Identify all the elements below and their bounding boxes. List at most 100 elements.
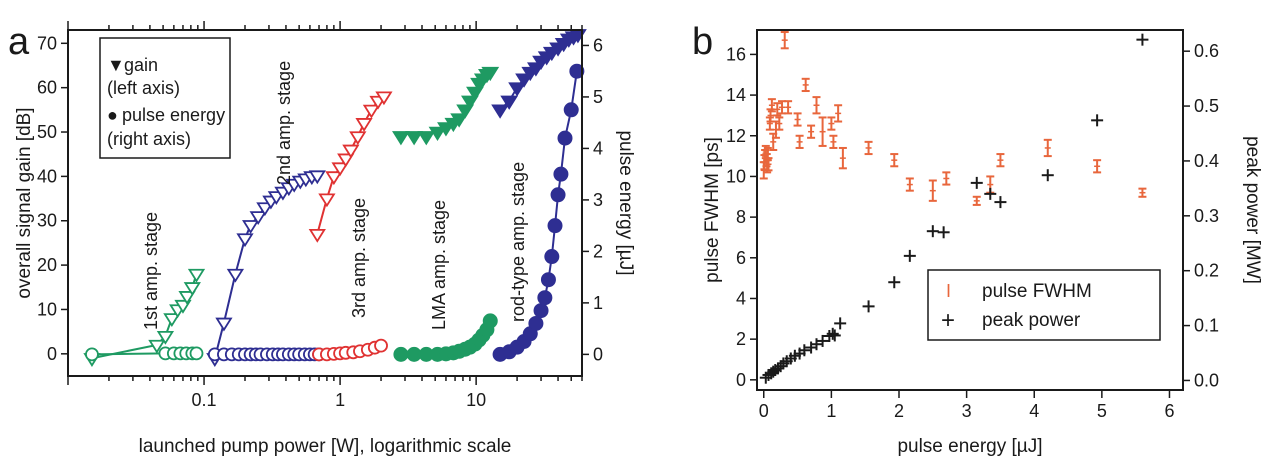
peak-power-point: [862, 300, 875, 313]
legend-energy-marker: ●: [107, 105, 118, 125]
panel-b-y-axis-label: pulse FWHM [ps]: [702, 137, 723, 283]
legend-box: [99, 37, 231, 159]
fwhm-point: [942, 171, 951, 186]
peak-power-point: [810, 338, 823, 351]
gain-point: [242, 220, 260, 234]
gain-point: [500, 95, 519, 110]
fwhm-point: [780, 31, 789, 50]
peak-power-point: [994, 196, 1007, 209]
y-tick-label: 4: [736, 288, 746, 308]
x-tick-label: 1: [335, 390, 345, 410]
x-tick-label: 4: [1029, 401, 1039, 421]
gain-point: [342, 144, 360, 159]
panel-a-ticks: 0.1 1 10 0 10 20 30 40 50 60 70 0 1 2 3 4 5 6: [37, 21, 603, 410]
legend-gain-label: gain: [124, 55, 158, 75]
gain-point: [308, 170, 326, 185]
fwhm-point: [764, 157, 773, 172]
legend-peak-power-label: peak power: [982, 310, 1081, 331]
fwhm-point: [812, 96, 821, 115]
panel-a-legend: ▼ gain (left axis) ● pulse energy (right…: [99, 37, 231, 159]
y2-tick-label: 0.6: [1194, 41, 1219, 61]
gain-point: [187, 268, 206, 283]
fwhm-point: [827, 116, 836, 131]
gain-point: [163, 313, 181, 328]
fwhm-point: [1138, 187, 1147, 198]
energy-point: [189, 346, 204, 361]
y2-tick-label: 0.4: [1194, 151, 1219, 171]
fwhm-point: [767, 98, 776, 113]
gain-point: [178, 291, 196, 305]
energy-point: [550, 187, 566, 203]
peak-power-point: [903, 249, 916, 262]
fwhm-point: [829, 134, 838, 149]
y2-tick-label: 2: [593, 241, 603, 261]
y-tick-label: 10: [726, 166, 746, 186]
panel-b-y2-axis-label: peak power [MW]: [1242, 136, 1263, 284]
x-tick-label: 10: [466, 390, 486, 410]
stage-annotation: rod-type amp. stage: [508, 162, 528, 322]
x-tick-label: 6: [1164, 401, 1174, 421]
gain-point: [148, 339, 166, 354]
y2-tick-label: 3: [593, 190, 603, 210]
peak-power-point: [926, 225, 939, 238]
y-tick-label: 6: [736, 248, 746, 268]
gain-point: [256, 202, 274, 217]
panel-b-legend: I pulse FWHM + peak power: [927, 269, 1161, 341]
panel-b-label: b: [692, 21, 713, 63]
panel-b-ticks: 0 1 2 3 4 5 602468101214160.00.10.20.30.40.50.…: [726, 41, 1219, 421]
x-tick-label: 2: [894, 401, 904, 421]
fwhm-point: [905, 177, 914, 192]
gain-point: [481, 66, 500, 82]
stage-annotation: 1st amp. stage: [141, 212, 161, 330]
gain-point: [375, 91, 393, 106]
energy-point: [557, 130, 573, 146]
gain-point: [215, 317, 233, 332]
energy-point: [374, 338, 388, 353]
fwhm-point: [1093, 159, 1102, 174]
peak-power-point: [984, 187, 997, 200]
gain-point: [331, 162, 349, 177]
gain-point: [508, 82, 526, 97]
peak-power-point: [828, 329, 841, 342]
panel-b-series: [759, 31, 1149, 384]
legend-energy-label: pulse energy: [122, 105, 225, 125]
energy-point: [563, 102, 579, 118]
y-tick-label: 70: [37, 33, 57, 53]
y2-tick-label: 0.1: [1194, 316, 1219, 336]
fwhm-point: [834, 104, 843, 123]
energy-point: [393, 346, 409, 362]
y-tick-label: 20: [37, 255, 57, 275]
gain-point: [226, 268, 245, 283]
panel-a-y-axis-label: overall signal gain [dB]: [14, 107, 35, 298]
gain-point: [325, 171, 343, 186]
legend-energy-axis-note: (right axis): [107, 129, 191, 149]
y2-tick-label: 0.3: [1194, 206, 1219, 226]
peak-power-point: [834, 317, 847, 330]
y-tick-label: 10: [37, 299, 57, 319]
y2-tick-label: 1: [593, 293, 603, 313]
fwhm-point: [928, 179, 937, 202]
legend-gain-marker: ▼: [107, 55, 125, 75]
fwhm-point: [795, 134, 804, 149]
gain-point: [183, 282, 201, 296]
panel-a-x-axis-label: launched pump power [W], logarithmic sca…: [139, 436, 512, 457]
x-tick-label: 5: [1097, 401, 1107, 421]
energy-point: [547, 218, 563, 234]
fwhm-point: [801, 77, 810, 93]
fwhm-point: [864, 140, 873, 156]
energy-point: [569, 63, 585, 79]
fwhm-point: [890, 153, 899, 168]
y2-tick-label: 0.2: [1194, 261, 1219, 281]
y-tick-label: 0: [736, 370, 746, 390]
y-tick-label: 12: [726, 126, 746, 146]
panel-a-plot-frame: [67, 29, 583, 377]
legend-gain-axis-note: (left axis): [107, 78, 180, 98]
stage-annotation: 3rd amp. stage: [349, 198, 369, 318]
gain-point: [236, 233, 254, 248]
energy-point: [544, 249, 560, 265]
y-tick-label: 40: [37, 166, 57, 186]
fwhm-point: [1043, 138, 1052, 158]
peak-power-point: [937, 226, 950, 239]
y2-tick-label: 0.5: [1194, 96, 1219, 116]
